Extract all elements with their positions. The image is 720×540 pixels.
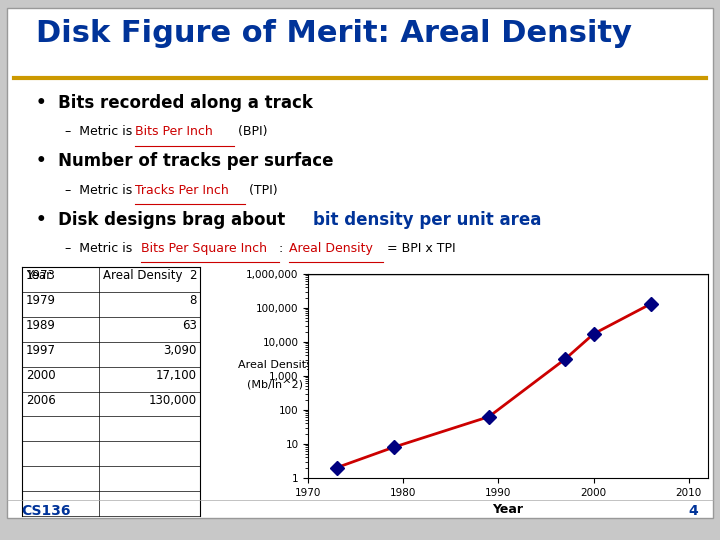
Text: Areal Density: Areal Density xyxy=(103,269,182,282)
X-axis label: Year: Year xyxy=(492,503,523,516)
Text: Bits Per Square Inch: Bits Per Square Inch xyxy=(141,242,267,255)
Text: Disk Figure of Merit: Areal Density: Disk Figure of Merit: Areal Density xyxy=(36,19,632,48)
Text: :: : xyxy=(279,242,287,255)
Text: 1979: 1979 xyxy=(26,294,56,307)
Text: Tracks Per Inch: Tracks Per Inch xyxy=(135,184,229,197)
Text: Bits Per Inch: Bits Per Inch xyxy=(135,125,213,138)
Text: (BPI): (BPI) xyxy=(234,125,268,138)
Text: 1973: 1973 xyxy=(26,269,55,282)
Text: –  Metric is: – Metric is xyxy=(65,125,136,138)
Text: 3,090: 3,090 xyxy=(163,344,197,357)
Text: = BPI x TPI: = BPI x TPI xyxy=(383,242,456,255)
Text: (TPI): (TPI) xyxy=(245,184,277,197)
Text: Areal Density: Areal Density xyxy=(238,360,312,369)
Text: bit density per unit area: bit density per unit area xyxy=(313,211,541,228)
Text: 4: 4 xyxy=(688,504,698,518)
Text: 63: 63 xyxy=(181,319,197,332)
Text: 1997: 1997 xyxy=(26,344,56,357)
Text: –  Metric is: – Metric is xyxy=(65,242,140,255)
Text: 2000: 2000 xyxy=(26,369,55,382)
Text: CS136: CS136 xyxy=(22,504,71,518)
Text: Areal Density: Areal Density xyxy=(289,242,373,255)
Text: •  Bits recorded along a track: • Bits recorded along a track xyxy=(36,94,313,112)
Text: 130,000: 130,000 xyxy=(148,394,197,407)
Text: Year: Year xyxy=(26,269,51,282)
Text: •  Number of tracks per surface: • Number of tracks per surface xyxy=(36,152,333,170)
Text: •  Disk designs brag about: • Disk designs brag about xyxy=(36,211,291,228)
Text: 17,100: 17,100 xyxy=(156,369,197,382)
Text: (Mb/In^2): (Mb/In^2) xyxy=(247,380,303,389)
Text: 1989: 1989 xyxy=(26,319,55,332)
Text: 8: 8 xyxy=(189,294,197,307)
Text: –  Metric is: – Metric is xyxy=(65,184,136,197)
Text: 2: 2 xyxy=(189,269,197,282)
Text: 2006: 2006 xyxy=(26,394,55,407)
